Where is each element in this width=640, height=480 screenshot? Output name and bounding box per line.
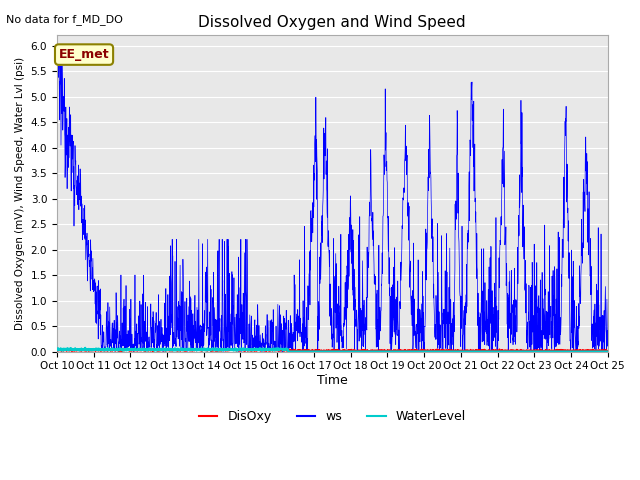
DisOxy xyxy=(53,348,61,354)
DisOxy xyxy=(196,346,204,352)
DisOxy xyxy=(556,348,563,354)
Title: Dissolved Oxygen and Wind Speed: Dissolved Oxygen and Wind Speed xyxy=(198,15,466,30)
WaterLevel xyxy=(349,348,356,354)
ws xyxy=(556,321,563,326)
Line: ws: ws xyxy=(57,66,608,351)
ws xyxy=(299,348,307,354)
WaterLevel xyxy=(556,348,563,354)
WaterLevel xyxy=(604,348,612,354)
Line: DisOxy: DisOxy xyxy=(57,349,608,351)
Legend: DisOxy, ws, WaterLevel: DisOxy, ws, WaterLevel xyxy=(193,405,471,428)
ws xyxy=(604,328,612,334)
X-axis label: Time: Time xyxy=(317,374,348,387)
DisOxy xyxy=(305,348,312,354)
DisOxy xyxy=(361,347,369,353)
WaterLevel xyxy=(361,348,369,354)
WaterLevel xyxy=(284,348,292,354)
DisOxy xyxy=(207,348,214,354)
DisOxy xyxy=(571,348,579,353)
ws xyxy=(361,328,369,334)
DisOxy xyxy=(493,348,500,354)
Text: EE_met: EE_met xyxy=(59,48,109,61)
ws xyxy=(53,63,61,69)
ws xyxy=(571,322,579,328)
ws xyxy=(207,332,214,338)
DisOxy xyxy=(349,348,356,353)
Y-axis label: Dissolved Oxygen (mV), Wind Speed, Water Lvl (psi): Dissolved Oxygen (mV), Wind Speed, Water… xyxy=(15,57,25,330)
WaterLevel xyxy=(53,347,61,352)
WaterLevel xyxy=(81,345,89,351)
WaterLevel xyxy=(207,348,214,353)
Line: WaterLevel: WaterLevel xyxy=(57,348,608,351)
WaterLevel xyxy=(493,348,500,354)
ws xyxy=(53,73,61,79)
Text: No data for f_MD_DO: No data for f_MD_DO xyxy=(6,14,124,25)
DisOxy xyxy=(604,348,612,354)
WaterLevel xyxy=(571,348,579,354)
ws xyxy=(493,303,500,309)
ws xyxy=(349,287,356,293)
